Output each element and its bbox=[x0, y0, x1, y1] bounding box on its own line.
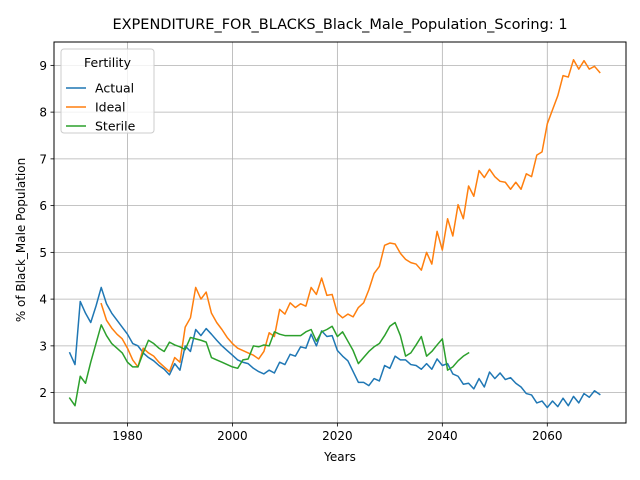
grid-lines bbox=[54, 42, 626, 423]
x-tick-label: 2000 bbox=[217, 429, 248, 443]
y-tick-label: 2 bbox=[39, 386, 47, 400]
plot-frame bbox=[53, 41, 627, 424]
y-tick-label: 4 bbox=[39, 293, 47, 307]
legend-label-ideal: Ideal bbox=[95, 100, 125, 115]
y-tick-label: 9 bbox=[39, 59, 47, 73]
y-tick-label: 3 bbox=[39, 339, 47, 353]
legend-label-actual: Actual bbox=[95, 81, 134, 96]
x-tick-label: 2040 bbox=[427, 429, 458, 443]
x-axis: 1980 2000 2020 2040 2060 bbox=[112, 423, 563, 443]
x-tick-label: 2060 bbox=[532, 429, 563, 443]
legend-label-sterile: Sterile bbox=[95, 119, 136, 134]
y-tick-label: 7 bbox=[39, 152, 47, 166]
y-axis-label: % of Black_Male Population bbox=[14, 158, 28, 322]
x-tick-label: 1980 bbox=[112, 429, 143, 443]
series-line-sterile bbox=[68, 321, 470, 407]
legend: Fertility Actual Ideal Sterile bbox=[60, 48, 155, 134]
legend-title: Fertility bbox=[84, 55, 132, 70]
y-axis: 2 3 4 5 6 7 8 9 bbox=[39, 59, 54, 400]
y-tick-label: 5 bbox=[39, 246, 47, 260]
y-tick-label: 6 bbox=[39, 199, 47, 213]
series-line-ideal bbox=[100, 59, 601, 373]
chart-title: EXPENDITURE_FOR_BLACKS_Black_Male_Popula… bbox=[112, 17, 567, 33]
x-tick-label: 2020 bbox=[322, 429, 353, 443]
legend-box bbox=[60, 48, 155, 134]
series-layer bbox=[68, 59, 601, 409]
y-tick-label: 8 bbox=[39, 106, 47, 120]
series-line-actual bbox=[68, 286, 601, 409]
x-axis-label: Years bbox=[323, 450, 356, 464]
